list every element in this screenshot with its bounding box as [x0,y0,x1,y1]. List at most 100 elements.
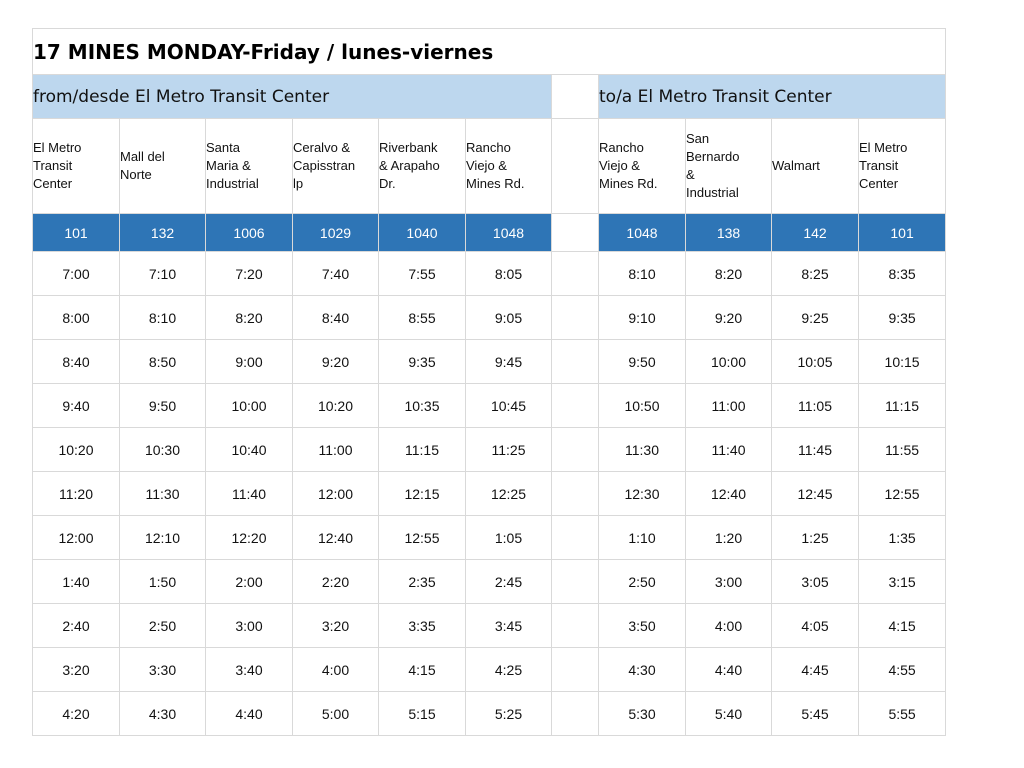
trip-row: 10:20 10:30 10:40 11:00 11:15 11:25 11:30 11:40… [32,427,947,472]
from-time-cell: 3:35 [378,603,466,648]
from-time-cell: 8:50 [119,339,206,384]
to-time-cell: 9:50 [598,339,686,384]
from-time-cell: 2:35 [378,559,466,604]
from-time-cell: 4:25 [465,647,552,692]
from-time-cell: 5:15 [378,691,466,736]
from-time-cell: 12:10 [119,515,206,560]
to-time-cell: 2:50 [598,559,686,604]
to-time-cell: 1:20 [685,515,772,560]
from-time-cell: 10:00 [205,383,293,428]
from-stop-id: 1048 [465,213,552,252]
to-time-cell: 5:55 [857,691,947,736]
schedule-table: 17 MINES MONDAY-Friday / lunes-viernes f… [31,28,947,736]
to-time-cell: 11:55 [857,427,947,472]
trip-row: 1:40 1:50 2:00 2:20 2:35 2:45 2:50 3:00 3:05 3:15 [32,559,947,604]
from-time-cell: 8:20 [205,295,293,340]
column-gap [551,118,599,214]
column-gap [551,471,599,516]
to-time-cell: 11:00 [685,383,772,428]
from-time-cell: 12:25 [465,471,552,516]
trip-row: 2:40 2:50 3:00 3:20 3:35 3:45 3:50 4:00 4:05 4:15 [32,603,947,648]
to-time-cell: 4:05 [771,603,859,648]
route-title: 17 MINES MONDAY-Friday / lunes-viernes [31,28,947,75]
to-time-cell: 9:10 [598,295,686,340]
to-time-cell: 4:30 [598,647,686,692]
to-time-cell: 9:25 [771,295,859,340]
trip-row: 8:40 8:50 9:00 9:20 9:35 9:45 9:50 10:00 10:05 10… [32,339,947,384]
from-time-cell: 12:55 [378,515,466,560]
from-time-cell: 2:20 [292,559,379,604]
from-time-cell: 8:10 [119,295,206,340]
column-gap [551,515,599,560]
column-gap [551,647,599,692]
to-time-cell: 11:40 [685,427,772,472]
column-gap [551,295,599,340]
to-time-cell: 12:45 [771,471,859,516]
from-time-cell: 9:05 [465,295,552,340]
to-time-cell: 11:30 [598,427,686,472]
column-gap [551,383,599,428]
from-time-cell: 8:55 [378,295,466,340]
to-time-cell: 12:55 [857,471,947,516]
to-time-cell: 3:05 [771,559,859,604]
from-time-cell: 3:20 [292,603,379,648]
from-stop-id: 101 [32,213,120,252]
from-time-cell: 9:40 [32,383,120,428]
from-time-cell: 7:20 [205,251,293,296]
from-time-cell: 4:30 [119,691,206,736]
from-time-cell: 8:40 [292,295,379,340]
to-time-cell: 9:20 [685,295,772,340]
from-stop-name: El Metro Transit Center [32,118,120,214]
to-stop-name: San Bernardo & Industrial [685,118,772,214]
to-stop-name: El Metro Transit Center [857,118,947,214]
from-time-cell: 11:25 [465,427,552,472]
to-time-cell: 9:35 [857,295,947,340]
from-time-cell: 2:40 [32,603,120,648]
from-time-cell: 7:55 [378,251,466,296]
to-time-cell: 1:35 [857,515,947,560]
from-time-cell: 2:45 [465,559,552,604]
from-time-cell: 11:00 [292,427,379,472]
column-gap [551,559,599,604]
to-stop-name: Walmart [771,118,859,214]
title-row: 17 MINES MONDAY-Friday / lunes-viernes [31,28,947,75]
from-time-cell: 5:00 [292,691,379,736]
to-time-cell: 3:50 [598,603,686,648]
to-time-cell: 5:40 [685,691,772,736]
to-time-cell: 8:10 [598,251,686,296]
to-time-cell: 4:55 [857,647,947,692]
to-time-cell: 11:45 [771,427,859,472]
to-time-cell: 1:10 [598,515,686,560]
from-time-cell: 7:40 [292,251,379,296]
to-time-cell: 4:15 [857,603,947,648]
to-direction-header: to/a El Metro Transit Center [597,74,947,119]
to-time-cell: 10:00 [685,339,772,384]
from-time-cell: 11:20 [32,471,120,516]
from-time-cell: 7:00 [32,251,120,296]
to-time-cell: 12:30 [598,471,686,516]
from-time-cell: 8:05 [465,251,552,296]
from-time-cell: 2:00 [205,559,293,604]
to-time-cell: 4:45 [771,647,859,692]
column-gap [551,339,599,384]
to-stop-name: Rancho Viejo & Mines Rd. [598,118,686,214]
from-stop-id: 1029 [292,213,379,252]
trip-row: 11:20 11:30 11:40 12:00 12:15 12:25 12:30 12:40… [32,471,947,516]
to-time-cell: 10:50 [598,383,686,428]
from-time-cell: 12:00 [32,515,120,560]
from-time-cell: 1:05 [465,515,552,560]
from-stop-name: Ceralvo & Capisstran lp [292,118,379,214]
from-time-cell: 12:20 [205,515,293,560]
from-time-cell: 12:15 [378,471,466,516]
from-time-cell: 10:40 [205,427,293,472]
to-time-cell: 3:15 [857,559,947,604]
from-time-cell: 11:30 [119,471,206,516]
from-time-cell: 8:00 [32,295,120,340]
to-time-cell: 1:25 [771,515,859,560]
from-time-cell: 4:15 [378,647,466,692]
column-gap [551,691,599,736]
from-time-cell: 3:00 [205,603,293,648]
from-time-cell: 12:00 [292,471,379,516]
to-time-cell: 11:05 [771,383,859,428]
trip-row: 7:00 7:10 7:20 7:40 7:55 8:05 8:10 8:20 8:25 8:35 [32,251,947,296]
